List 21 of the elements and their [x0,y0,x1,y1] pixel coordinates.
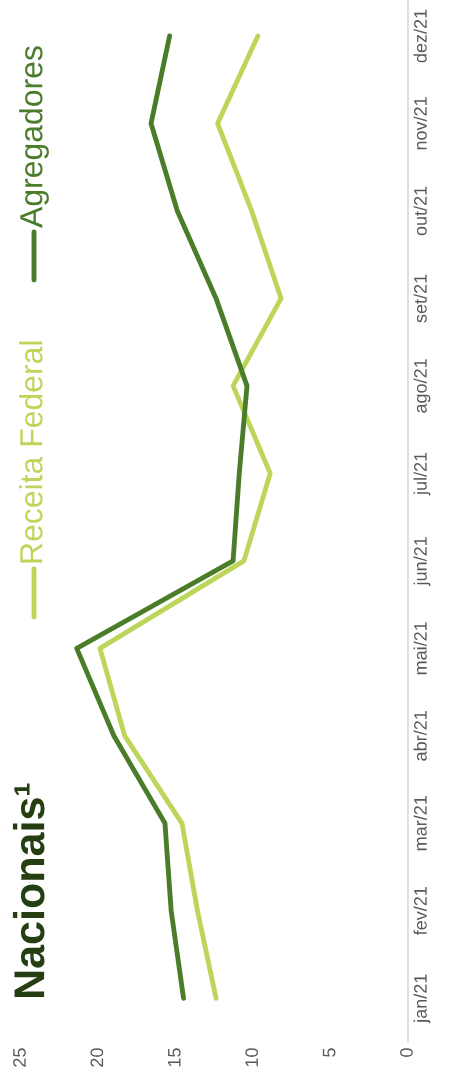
x-tick-label: 10 [245,1048,259,1067]
x-tick-label: 0 [400,1048,413,1057]
x-tick-label: 15 [168,1048,181,1067]
y-tick-label: mar/21 [413,796,427,851]
y-tick-label: jun/21 [413,537,431,586]
text: Nacionais¹ [12,783,45,998]
y-tick-label: out/21 [413,186,427,236]
text: Agregadores [19,46,49,228]
y-tick-label: jul/21 [413,452,431,496]
x-tick-label: 20 [90,1048,104,1067]
y-tick-label: fev/21 [413,887,427,936]
y-tick-label: dez/21 [413,9,427,63]
y-tick-label: abr/21 [413,711,427,761]
y-tick-label: mai/21 [413,622,427,675]
y-tick-label: set/21 [413,274,427,323]
x-tick-label: 5 [322,1048,336,1057]
x-tick-label: 25 [13,1048,26,1067]
text: Receita Federal [19,341,43,563]
y-tick-label: nov/21 [413,97,427,150]
y-tick-label: ago/21 [413,359,431,413]
y-tick-label: jan/21 [413,974,431,1024]
